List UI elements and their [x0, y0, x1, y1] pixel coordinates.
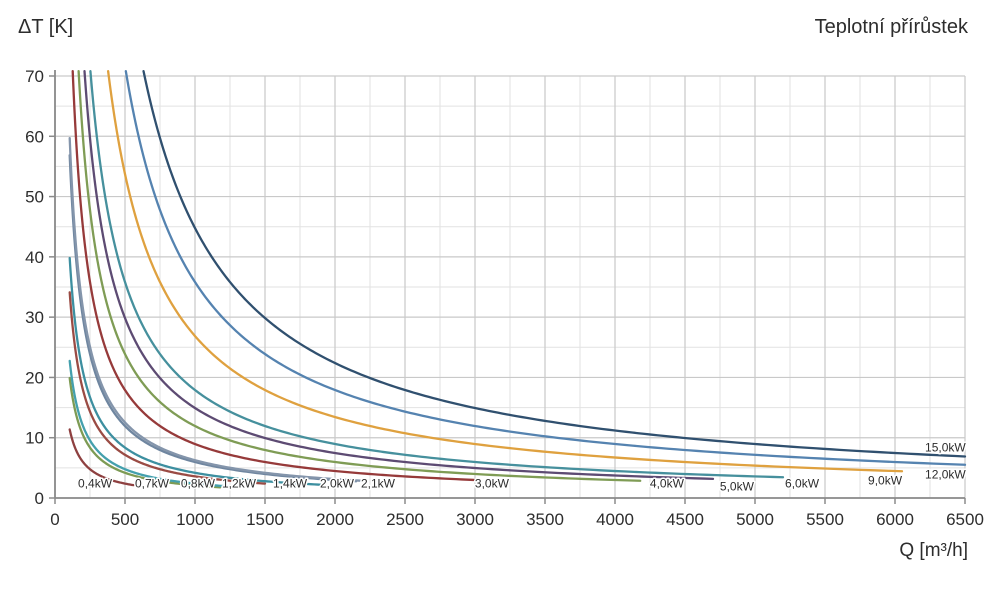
- curve-15-0kw: [142, 70, 967, 458]
- x-tick-label: 500: [111, 510, 139, 529]
- x-tick-label: 1500: [246, 510, 284, 529]
- y-tick-label: 60: [25, 127, 44, 146]
- curve-label-0-4kw: 0,4kW: [78, 477, 113, 491]
- curve-9-0kw: [106, 70, 904, 473]
- curve-1-4kw: [68, 256, 323, 486]
- curve-3-0kw: [71, 70, 475, 482]
- curve-2-0kw: [68, 154, 358, 483]
- curve-label-2-1kw: 2,1kW: [361, 477, 396, 491]
- curve-0-8kw: [68, 359, 239, 489]
- curve-12-0kw: [124, 70, 967, 466]
- curve-2-1kw: [68, 136, 362, 482]
- x-tick-label: 4500: [666, 510, 704, 529]
- curve-label-9-0kw: 9,0kW: [868, 474, 903, 488]
- y-tick-label: 40: [25, 248, 44, 267]
- y-tick-label: 20: [25, 368, 44, 387]
- curve-label-5-0kw: 5,0kW: [720, 480, 755, 494]
- x-tick-label: 6000: [876, 510, 914, 529]
- curve-label-4-0kw: 4,0kW: [650, 477, 685, 491]
- x-tick-label: 2500: [386, 510, 424, 529]
- x-tick-label: 2000: [316, 510, 354, 529]
- x-tick-label: 5000: [736, 510, 774, 529]
- x-tick-label: 6500: [946, 510, 984, 529]
- curve-label-2-0kw: 2,0kW: [320, 477, 355, 491]
- curve-label-15-0kw: 15,0kW: [925, 440, 966, 454]
- y-tick-label: 50: [25, 188, 44, 207]
- chart-title: Teplotní přírůstek: [814, 16, 968, 38]
- curve-label-3-0kw: 3,0kW: [475, 477, 510, 491]
- curve-0-4kw: [68, 428, 135, 487]
- x-tick-label: 3000: [456, 510, 494, 529]
- curve-label-1-4kw: 1,4kW: [273, 477, 308, 491]
- y-tick-label: 30: [25, 308, 44, 327]
- x-tick-label: 1000: [176, 510, 214, 529]
- x-tick-label: 4000: [596, 510, 634, 529]
- curve-0-7kw: [68, 376, 222, 489]
- curve-5-0kw: [83, 70, 715, 481]
- x-tick-label: 0: [50, 510, 59, 529]
- x-tick-label: 5500: [806, 510, 844, 529]
- x-tick-label: 3500: [526, 510, 564, 529]
- y-tick-label: 70: [25, 67, 44, 86]
- curve-label-6-0kw: 6,0kW: [785, 477, 820, 491]
- curve-label-1-2kw: 1,2kW: [222, 477, 257, 491]
- curve-label-0-7kw: 0,7kW: [135, 477, 170, 491]
- y-tick-label: 0: [35, 489, 44, 508]
- y-tick-label: 10: [25, 429, 44, 448]
- curve-label-12-0kw: 12,0kW: [925, 467, 966, 481]
- curve-label-0-8kw: 0,8kW: [181, 477, 216, 491]
- curve-6-0kw: [89, 70, 785, 479]
- y-axis-title: ΔT [K]: [18, 16, 74, 38]
- curve-1-2kw: [68, 291, 267, 485]
- x-axis-title: Q [m³/h]: [899, 540, 968, 561]
- curve-4-0kw: [77, 70, 642, 482]
